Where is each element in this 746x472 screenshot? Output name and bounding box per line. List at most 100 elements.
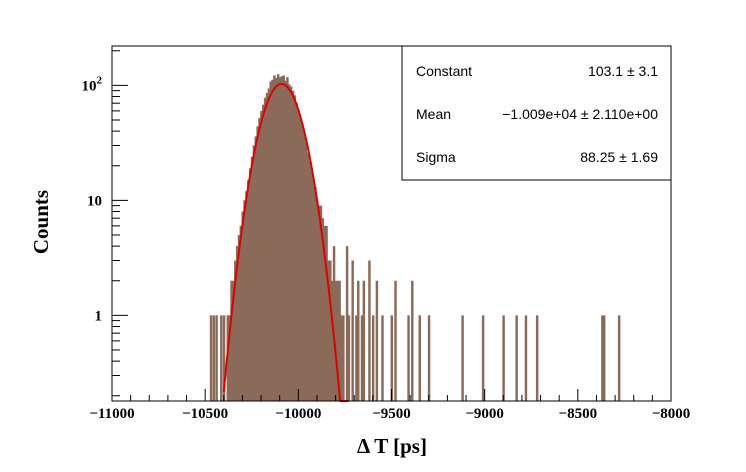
histogram-bar <box>209 315 213 401</box>
histogram-bar <box>319 205 323 401</box>
histogram-bar <box>286 77 289 402</box>
histogram-bar <box>262 104 265 401</box>
histogram-bar <box>222 315 226 401</box>
histogram-bar <box>215 315 218 401</box>
x-tick-label: −8500 <box>559 406 598 422</box>
histogram-bar <box>239 225 243 401</box>
histogram-bar <box>308 160 312 401</box>
histogram-bar <box>515 315 518 401</box>
histogram-bar <box>291 90 295 401</box>
stats-label-constant: Constant <box>416 63 472 79</box>
histogram-bar <box>351 260 354 401</box>
histogram-bar <box>252 145 256 401</box>
histogram-bar <box>289 86 293 401</box>
stats-value-constant: 103.1 ± 3.1 <box>588 63 658 79</box>
histogram-bar <box>228 315 231 401</box>
histogram-bar <box>321 218 325 401</box>
histogram-bar <box>357 280 360 401</box>
histogram-bar <box>481 315 485 401</box>
stats-label-sigma: Sigma <box>416 149 456 165</box>
histogram-bar <box>330 280 334 401</box>
histogram-bar <box>329 260 332 401</box>
histogram-bar <box>243 200 246 401</box>
histogram-bar <box>284 80 287 402</box>
histogram-bar <box>220 315 223 401</box>
histogram-bar <box>258 118 261 401</box>
histogram-bar <box>260 110 263 401</box>
histogram-bar <box>254 136 257 401</box>
stats-box: Constant 103.1 ± 3.1 Mean −1.009e+04 ± 2… <box>401 45 672 181</box>
histogram-bar <box>235 246 239 401</box>
histogram-bar <box>355 315 358 401</box>
histogram-bar <box>411 280 414 401</box>
histogram-bar <box>299 118 302 401</box>
histogram-bar <box>310 171 313 401</box>
histogram-bar <box>245 191 248 401</box>
histogram-bar <box>306 152 310 401</box>
y-tick-label: 10 <box>87 193 102 209</box>
histogram-bar <box>342 315 345 401</box>
x-tick-label: −9000 <box>465 406 504 422</box>
histogram-bar <box>336 280 339 401</box>
histogram-bars <box>209 74 621 402</box>
histogram-bar <box>280 76 284 402</box>
histogram-bar <box>312 180 315 401</box>
histogram-bar <box>371 315 375 401</box>
stats-label-mean: Mean <box>416 106 451 122</box>
histogram-bar <box>334 280 338 401</box>
histogram-bar <box>301 125 304 401</box>
x-tick-label: −9500 <box>372 406 411 422</box>
histogram-bar <box>297 110 300 401</box>
histogram-bar <box>302 133 306 401</box>
histogram-bar <box>375 280 379 401</box>
histogram-bar <box>345 246 349 401</box>
gaussian-fit-curve <box>222 82 349 402</box>
x-tick-label: −10000 <box>275 406 321 422</box>
histogram-bar <box>535 315 539 401</box>
histogram-bar <box>340 315 343 401</box>
histogram-bar <box>288 84 291 401</box>
histogram-bar <box>381 315 384 401</box>
histogram-bar <box>394 280 397 401</box>
histogram-bar <box>237 234 241 401</box>
histogram-bar <box>360 315 364 401</box>
stats-box-frame <box>401 45 672 181</box>
histogram-bar <box>317 205 321 401</box>
histogram-bar <box>524 315 528 401</box>
x-tick-label: −10500 <box>182 406 228 422</box>
histogram-bar <box>316 200 319 401</box>
histogram-bar <box>269 81 272 401</box>
histogram-bar <box>267 88 271 401</box>
histogram-bar <box>273 75 276 401</box>
histogram-bar <box>265 92 269 401</box>
histogram-bar <box>601 315 604 401</box>
histogram-bar <box>314 187 317 401</box>
histogram-bar <box>327 260 330 401</box>
histogram-bar <box>362 280 366 401</box>
histogram-bar <box>293 95 297 401</box>
histogram-bar <box>241 211 244 401</box>
histogram-bar <box>323 225 326 401</box>
histogram-bar <box>461 315 464 401</box>
histogram-bar <box>248 168 252 401</box>
x-tick-label: −11000 <box>89 406 134 422</box>
histogram-bar <box>407 315 410 401</box>
histogram-bar <box>325 225 328 401</box>
histogram-bar <box>617 315 621 401</box>
histogram-bar <box>332 246 336 401</box>
histogram-bar <box>232 280 235 401</box>
histogram-bar <box>427 315 431 401</box>
histogram-bar <box>247 180 250 401</box>
y-axis-title: Counts <box>29 190 53 254</box>
histogram-bar <box>275 77 278 402</box>
histogram-bar <box>282 75 285 401</box>
histogram-bar <box>304 142 308 401</box>
stats-value-sigma: 88.25 ± 1.69 <box>580 149 658 165</box>
histogram-bar <box>418 315 421 401</box>
histogram-bar <box>212 315 216 401</box>
histogram-bar <box>390 315 394 401</box>
histogram-bar <box>234 260 237 401</box>
histogram-bar <box>263 97 267 401</box>
histogram-bar <box>347 315 351 401</box>
